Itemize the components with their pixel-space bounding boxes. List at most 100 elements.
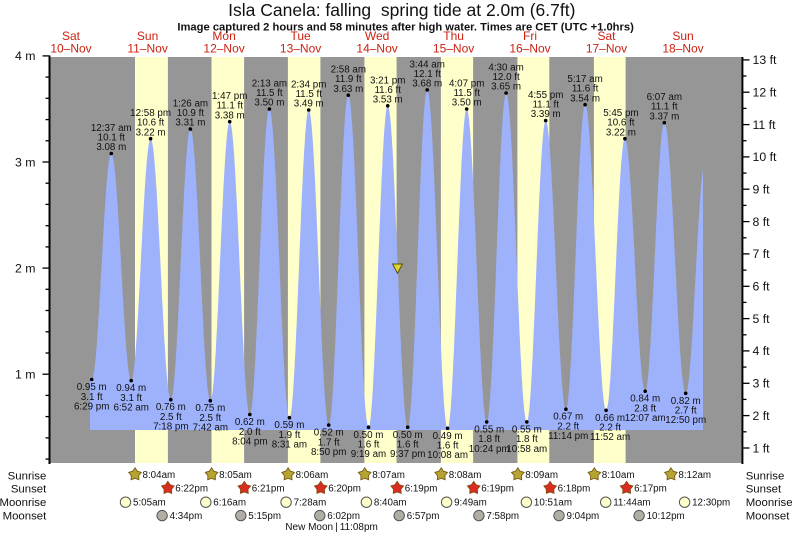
- svg-text:Moonset: Moonset: [746, 511, 791, 523]
- svg-text:12 ft: 12 ft: [753, 86, 778, 100]
- svg-text:2 m: 2 m: [15, 261, 36, 275]
- svg-text:6:20pm: 6:20pm: [328, 484, 361, 495]
- svg-text:12.0 ft: 12.0 ft: [492, 72, 520, 83]
- svg-text:3.1 ft: 3.1 ft: [81, 392, 103, 403]
- svg-text:4:55 pm: 4:55 pm: [528, 90, 563, 101]
- svg-text:11:52 am: 11:52 am: [590, 432, 630, 443]
- svg-text:6:19pm: 6:19pm: [481, 484, 514, 495]
- svg-text:3:44 am: 3:44 am: [409, 59, 444, 70]
- svg-text:10:08 am: 10:08 am: [427, 450, 468, 461]
- svg-text:10 ft: 10 ft: [753, 150, 778, 164]
- svg-text:3.22 m: 3.22 m: [136, 127, 166, 138]
- svg-text:5:15pm: 5:15pm: [248, 511, 281, 522]
- svg-text:10–Nov: 10–Nov: [50, 41, 91, 55]
- svg-text:3.50 m: 3.50 m: [254, 98, 284, 109]
- svg-text:4:34pm: 4:34pm: [170, 511, 203, 522]
- svg-text:8:31 am: 8:31 am: [272, 440, 307, 451]
- svg-text:3.31 m: 3.31 m: [175, 118, 205, 129]
- svg-text:11.5 ft: 11.5 ft: [256, 88, 283, 99]
- svg-text:0.50 m: 0.50 m: [393, 430, 423, 441]
- svg-text:0.94 m: 0.94 m: [116, 383, 146, 394]
- svg-text:12:58 pm: 12:58 pm: [130, 108, 171, 119]
- svg-text:Sunset: Sunset: [746, 484, 782, 496]
- svg-text:Thu: Thu: [443, 29, 464, 43]
- svg-text:1.9 ft: 1.9 ft: [279, 430, 301, 441]
- svg-text:10:58 am: 10:58 am: [506, 444, 547, 455]
- svg-text:Sunrise: Sunrise: [746, 470, 785, 482]
- svg-text:6:07 am: 6:07 am: [647, 92, 682, 103]
- svg-text:7:28am: 7:28am: [294, 498, 327, 509]
- svg-text:8:05am: 8:05am: [219, 470, 252, 481]
- svg-text:10:51am: 10:51am: [534, 498, 572, 509]
- svg-text:10:12pm: 10:12pm: [647, 511, 685, 522]
- svg-text:8:06am: 8:06am: [296, 470, 329, 481]
- svg-text:0.66 m: 0.66 m: [595, 413, 625, 424]
- svg-text:1.7 ft: 1.7 ft: [318, 437, 340, 448]
- svg-text:3.53 m: 3.53 m: [373, 94, 403, 105]
- svg-text:6:22pm: 6:22pm: [175, 484, 208, 495]
- svg-text:Moonrise: Moonrise: [0, 497, 46, 509]
- svg-text:2.2 ft: 2.2 ft: [557, 422, 579, 433]
- svg-text:3.08 m: 3.08 m: [96, 142, 126, 153]
- svg-text:2:34 pm: 2:34 pm: [291, 80, 326, 91]
- svg-text:15–Nov: 15–Nov: [433, 41, 474, 55]
- svg-text:3.65 m: 3.65 m: [491, 82, 521, 93]
- svg-text:11:44am: 11:44am: [613, 498, 650, 509]
- svg-text:12:50 pm: 12:50 pm: [665, 415, 706, 426]
- svg-text:2:13 am: 2:13 am: [252, 79, 287, 90]
- svg-text:3.39 m: 3.39 m: [531, 109, 561, 120]
- svg-text:4:07 pm: 4:07 pm: [449, 79, 484, 90]
- svg-text:3.50 m: 3.50 m: [452, 98, 482, 109]
- svg-text:9:19 am: 9:19 am: [351, 449, 386, 460]
- svg-text:Image captured 2 hours and 58: Image captured 2 hours and 58 minutes af…: [177, 21, 634, 33]
- svg-text:1 ft: 1 ft: [753, 441, 771, 455]
- svg-text:8:07am: 8:07am: [372, 470, 405, 481]
- svg-text:Sat: Sat: [62, 29, 81, 43]
- svg-text:10.6 ft: 10.6 ft: [137, 118, 165, 129]
- svg-text:8:12am: 8:12am: [678, 470, 711, 481]
- svg-text:6:57pm: 6:57pm: [407, 511, 440, 522]
- svg-text:2.5 ft: 2.5 ft: [160, 412, 182, 423]
- svg-text:8:40am: 8:40am: [374, 498, 407, 509]
- svg-text:6:02pm: 6:02pm: [327, 511, 360, 522]
- svg-text:5:17 am: 5:17 am: [567, 74, 602, 85]
- svg-text:Fri: Fri: [523, 29, 537, 43]
- svg-text:1.8 ft: 1.8 ft: [516, 434, 538, 445]
- svg-text:3 m: 3 m: [15, 155, 36, 169]
- svg-text:8:04 pm: 8:04 pm: [232, 436, 267, 447]
- svg-text:6:18pm: 6:18pm: [558, 484, 591, 495]
- svg-text:12–Nov: 12–Nov: [203, 41, 244, 55]
- svg-text:11.5 ft: 11.5 ft: [295, 89, 322, 100]
- svg-text:Wed: Wed: [365, 29, 389, 43]
- svg-text:1.6 ft: 1.6 ft: [397, 440, 419, 451]
- svg-text:11.9 ft: 11.9 ft: [335, 74, 362, 85]
- svg-text:0.49 m: 0.49 m: [433, 431, 463, 442]
- svg-text:16–Nov: 16–Nov: [509, 41, 550, 55]
- svg-text:0.55 m: 0.55 m: [474, 424, 504, 435]
- svg-text:7:42 am: 7:42 am: [193, 423, 228, 434]
- svg-text:11.1 ft: 11.1 ft: [532, 100, 559, 111]
- svg-text:0.59 m: 0.59 m: [274, 420, 304, 431]
- svg-text:2.5 ft: 2.5 ft: [199, 413, 221, 424]
- svg-text:3.38 m: 3.38 m: [215, 110, 245, 121]
- svg-text:0.67 m: 0.67 m: [553, 412, 583, 423]
- svg-text:0.52 m: 0.52 m: [314, 428, 344, 439]
- svg-text:12:30pm: 12:30pm: [692, 498, 730, 509]
- svg-text:14–Nov: 14–Nov: [356, 41, 397, 55]
- svg-text:13 ft: 13 ft: [753, 53, 778, 67]
- svg-text:9:04pm: 9:04pm: [567, 511, 600, 522]
- svg-text:2.7 ft: 2.7 ft: [675, 406, 697, 417]
- svg-text:0.50 m: 0.50 m: [354, 430, 384, 441]
- svg-text:1.6 ft: 1.6 ft: [437, 441, 459, 452]
- svg-text:13–Nov: 13–Nov: [280, 41, 321, 55]
- svg-text:6:29 pm: 6:29 pm: [74, 401, 109, 412]
- svg-text:8:09am: 8:09am: [525, 470, 558, 481]
- svg-text:5:45 pm: 5:45 pm: [603, 108, 638, 119]
- svg-text:1.6 ft: 1.6 ft: [358, 440, 380, 451]
- svg-text:3:21 pm: 3:21 pm: [370, 75, 405, 86]
- svg-text:3.68 m: 3.68 m: [412, 79, 442, 90]
- svg-text:8:08am: 8:08am: [449, 470, 482, 481]
- svg-text:10.1 ft: 10.1 ft: [98, 133, 126, 144]
- svg-text:6:52 am: 6:52 am: [113, 403, 148, 414]
- svg-text:Sat: Sat: [597, 29, 616, 43]
